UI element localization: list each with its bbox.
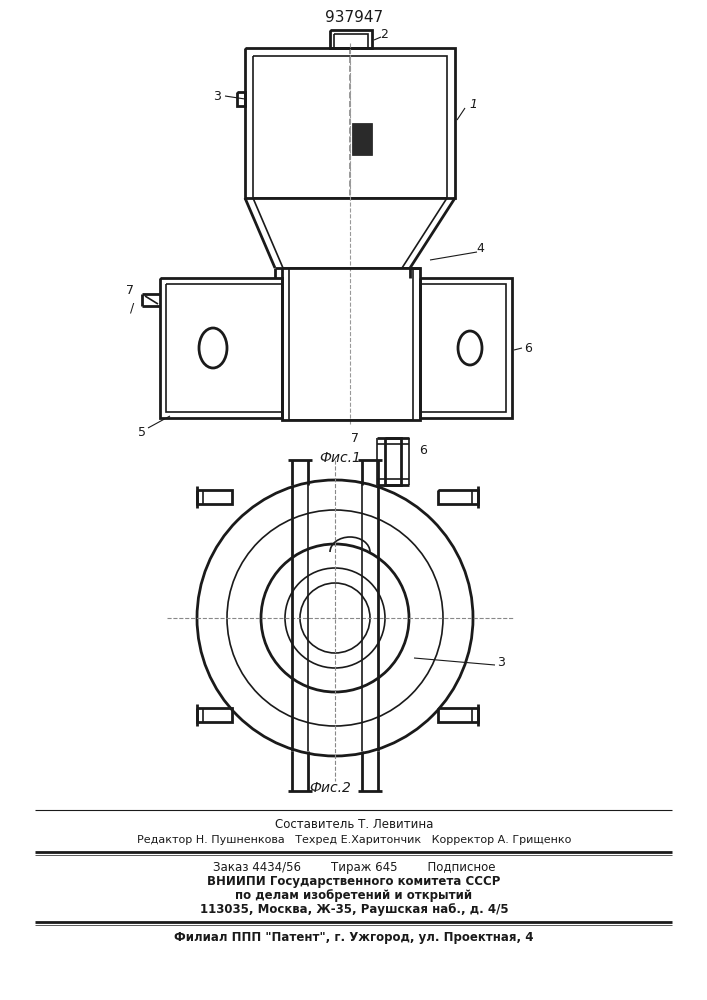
- Text: 4: 4: [476, 241, 484, 254]
- Text: по делам изобретений и открытий: по делам изобретений и открытий: [235, 890, 472, 902]
- Text: 7: 7: [351, 432, 359, 444]
- Text: 6: 6: [524, 342, 532, 355]
- Text: Фис.2: Фис.2: [309, 781, 351, 795]
- Text: Редактор Н. Пушненкова   Техред Е.Харитончик   Корректор А. Грищенко: Редактор Н. Пушненкова Техред Е.Харитонч…: [137, 835, 571, 845]
- Text: 113035, Москва, Ж-35, Раушская наб., д. 4/5: 113035, Москва, Ж-35, Раушская наб., д. …: [199, 904, 508, 916]
- Text: Заказ 4434/56        Тираж 645        Подписное: Заказ 4434/56 Тираж 645 Подписное: [213, 860, 495, 874]
- Text: 6: 6: [419, 444, 427, 456]
- Text: Фис.1: Фис.1: [319, 451, 361, 465]
- Text: Филиал ППП "Патент", г. Ужгород, ул. Проектная, 4: Филиал ППП "Патент", г. Ужгород, ул. Про…: [174, 932, 534, 944]
- Text: 3: 3: [213, 90, 221, 103]
- Text: Составитель Т. Левитина: Составитель Т. Левитина: [275, 818, 433, 832]
- Bar: [352, 123, 372, 155]
- Text: 3: 3: [497, 656, 505, 670]
- Text: 1: 1: [469, 99, 477, 111]
- Text: ВНИИПИ Государственного комитета СССР: ВНИИПИ Государственного комитета СССР: [207, 876, 501, 888]
- Text: 937947: 937947: [325, 10, 383, 25]
- Text: 2: 2: [380, 28, 388, 41]
- Text: 5: 5: [138, 426, 146, 438]
- Text: /: /: [130, 302, 134, 314]
- Text: 7: 7: [126, 284, 134, 296]
